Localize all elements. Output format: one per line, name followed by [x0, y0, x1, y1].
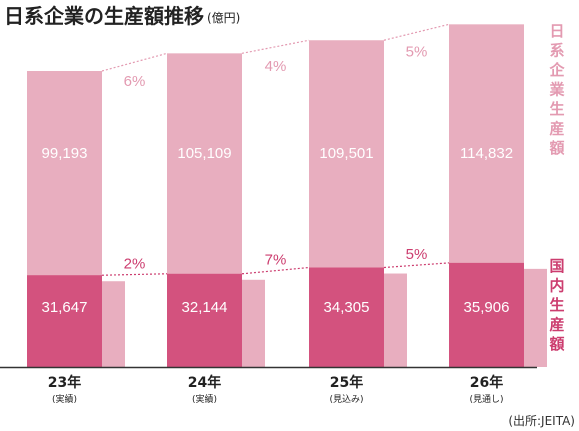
bar-domestic-ghost-4 — [524, 268, 547, 367]
category-label-2: 24年 — [188, 374, 221, 391]
category-label-1: 23年 — [48, 374, 81, 391]
value-label-total-1: 99,193 — [42, 145, 88, 162]
source-note: (出所:JEITA) — [508, 414, 575, 428]
value-label-total-2: 105,109 — [177, 145, 231, 162]
category-note-3: (見込み) — [329, 394, 363, 405]
growth-label-domestic-3: 5% — [406, 246, 428, 263]
value-label-domestic-4: 35,906 — [464, 299, 510, 316]
legend-total: 日系企業生産額 — [548, 22, 565, 157]
chart-title-unit: (億円) — [207, 11, 240, 25]
value-label-domestic-3: 34,305 — [324, 299, 370, 316]
category-note-4: (見通し) — [469, 394, 503, 405]
category-label-4: 26年 — [470, 374, 503, 391]
labels-layer: 99,193 31,647 23年 (実績) 105,109 32,144 24年 (実績) 1… — [42, 43, 514, 405]
bar-domestic-ghost-3 — [384, 273, 407, 367]
bars-layer — [27, 24, 547, 368]
bar-domestic-ghost-2 — [242, 279, 265, 367]
bar-domestic-2 — [167, 273, 242, 367]
value-label-domestic-2: 32,144 — [182, 299, 228, 316]
growth-label-total-3: 5% — [406, 43, 428, 60]
growth-label-domestic-1: 2% — [124, 256, 146, 273]
bar-domestic-1 — [27, 275, 102, 367]
legend-domestic: 国内生産額 — [548, 257, 564, 353]
growth-label-total-1: 6% — [124, 73, 146, 90]
value-label-total-4: 114,832 — [460, 145, 513, 162]
growth-label-domestic-2: 7% — [265, 252, 287, 269]
value-label-total-3: 109,501 — [319, 145, 373, 162]
bar-domestic-ghost-1 — [102, 281, 125, 367]
growth-line-domestic-2 — [241, 266, 310, 275]
growth-label-total-2: 4% — [265, 58, 287, 75]
category-note-1: (実績) — [52, 393, 77, 405]
bar-domestic-3 — [309, 267, 384, 367]
growth-lines-layer — [0, 23, 537, 369]
growth-line-total-2 — [241, 39, 310, 54]
category-label-3: 25年 — [330, 374, 363, 391]
growth-line-total-1 — [101, 52, 168, 72]
value-label-domestic-1: 31,647 — [42, 299, 88, 316]
growth-line-total-3 — [383, 23, 450, 41]
bar-domestic-4 — [449, 262, 524, 367]
chart-title: 日系企業の生産額推移 — [4, 4, 204, 28]
category-note-2: (実績) — [192, 393, 217, 405]
growth-line-domestic-3 — [383, 262, 450, 269]
growth-line-domestic-1 — [101, 273, 168, 276]
